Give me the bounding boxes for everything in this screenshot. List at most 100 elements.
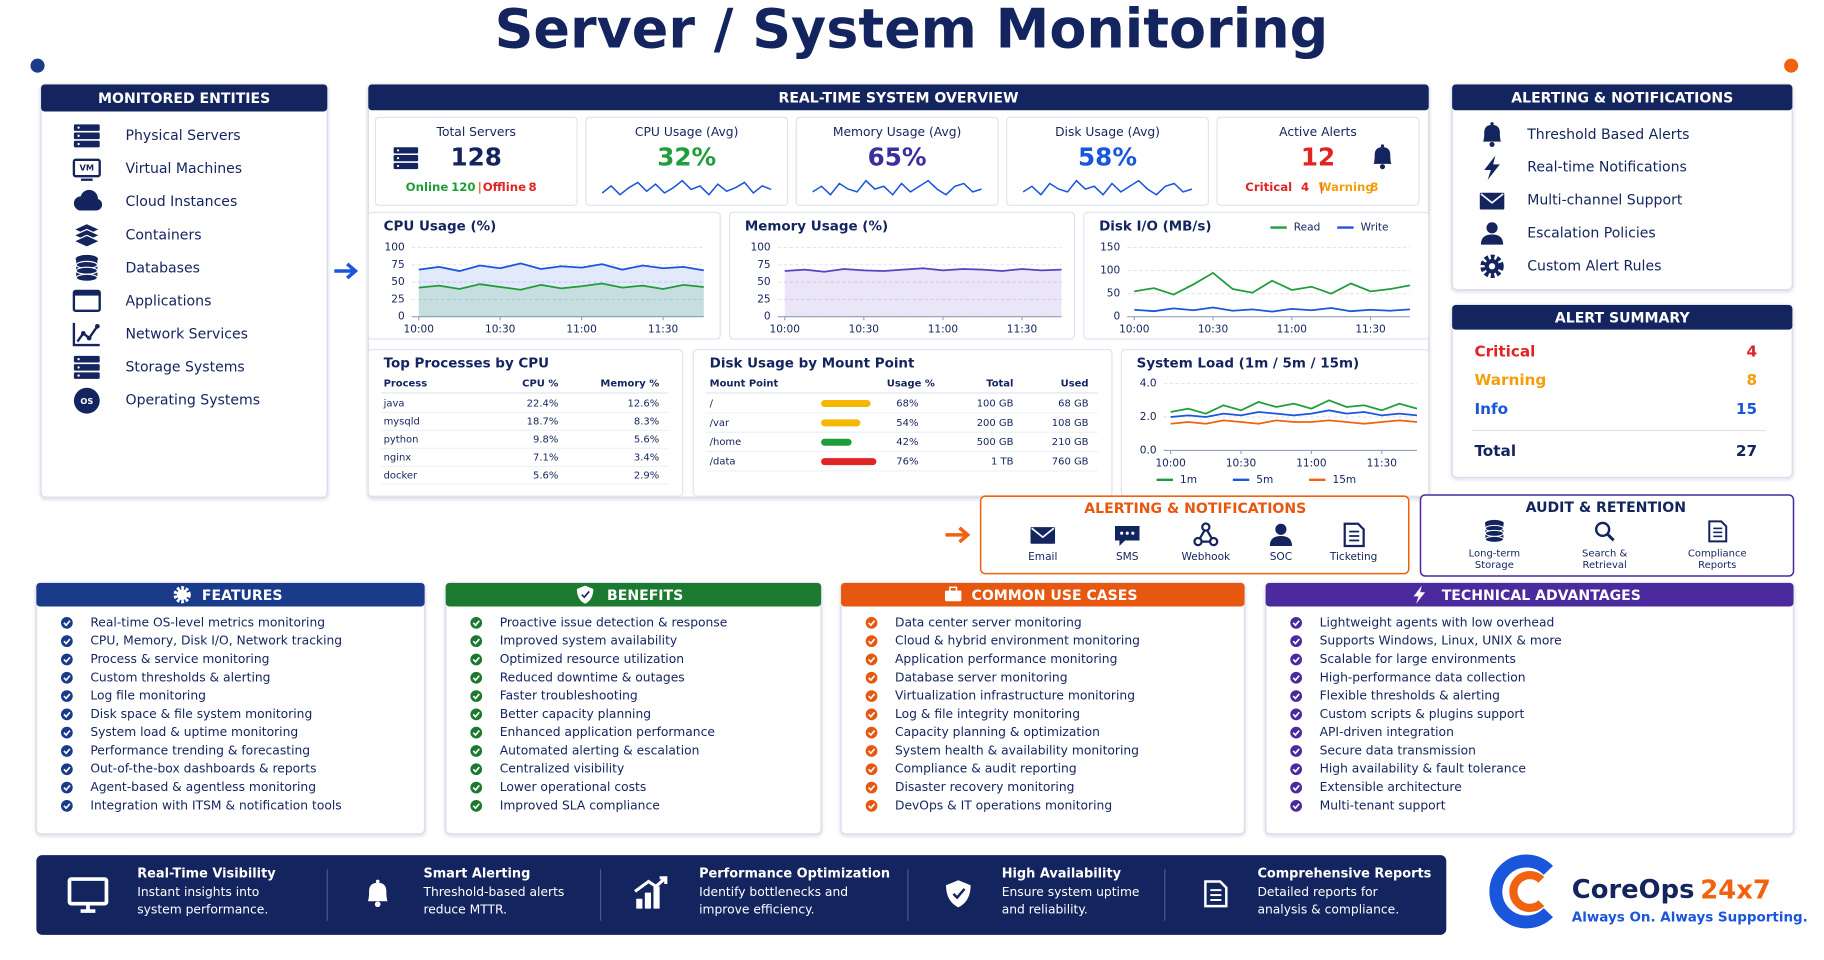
kpi-label: Active Alerts — [1279, 125, 1357, 139]
bullet — [470, 690, 483, 702]
panel-item: Scalable for large environments — [1320, 652, 1516, 666]
bullet — [60, 635, 73, 648]
bullet-check — [63, 693, 71, 700]
table-header: Process — [384, 379, 428, 390]
panel-item: Supports Windows, Linux, UNIX & more — [1320, 634, 1562, 648]
bullet-check — [472, 675, 480, 682]
bullet — [470, 799, 483, 812]
y-tick-label: 75 — [391, 259, 404, 271]
icon — [1480, 254, 1504, 278]
table-cell: /home — [710, 437, 742, 448]
bullet-check — [63, 730, 71, 737]
panel-item: Capacity planning & optimization — [895, 725, 1100, 739]
flow-arrow — [334, 262, 359, 280]
bullet-check — [868, 693, 876, 700]
table-cell: 42% — [896, 437, 918, 448]
bullet-check — [472, 711, 480, 718]
icon-part — [73, 140, 100, 148]
icon-part — [1031, 527, 1055, 539]
icon — [1708, 520, 1728, 543]
alerting-item: Real-time Notifications — [1527, 160, 1687, 176]
bullet-check — [868, 638, 876, 645]
alerting-item: Multi-channel Support — [1527, 193, 1683, 209]
bullet-check — [1292, 620, 1300, 627]
icon-part — [73, 372, 100, 379]
alerting-item: Escalation Policies — [1527, 225, 1656, 241]
summary-value: 27 — [1736, 442, 1757, 460]
table-cell: docker — [384, 470, 418, 481]
icon — [1594, 521, 1615, 542]
y-tick-label: 50 — [391, 276, 405, 288]
bullet-check — [1292, 711, 1300, 718]
entity-label: Virtual Machines — [126, 161, 243, 177]
bullet-check — [63, 784, 71, 792]
panel-item: Extensible architecture — [1320, 780, 1462, 794]
kpi-value: 65% — [868, 142, 927, 171]
panel-item: Integration with ITSM & notification too… — [90, 798, 341, 812]
bullet — [470, 635, 483, 648]
bullet — [470, 653, 483, 666]
bullet — [1290, 653, 1303, 666]
entity-label: Databases — [126, 260, 200, 276]
bullet-check — [472, 656, 480, 664]
bullet — [60, 726, 73, 739]
chart-title: CPU Usage (%) — [384, 218, 497, 234]
icon — [1483, 122, 1501, 147]
y-tick-label: 100 — [751, 242, 771, 254]
bullet — [60, 745, 73, 757]
panel-heading: MONITORED ENTITIES — [98, 91, 270, 107]
channels-heading: ALERTING & NOTIFICATIONS — [1084, 501, 1306, 517]
brand-tagline: Always On. Always Supporting. — [1572, 909, 1808, 925]
audit-label: Search & — [1582, 549, 1627, 560]
legend-label: 15m — [1333, 474, 1357, 486]
y-tick-label: 100 — [385, 242, 405, 254]
x-tick-label: 11:00 — [1296, 457, 1327, 469]
y-tick-label: 0.0 — [1140, 444, 1157, 456]
icon-badge: VM — [80, 162, 95, 172]
icon-part — [1204, 880, 1228, 908]
table-cell: java — [383, 399, 405, 410]
icon-part — [1490, 122, 1494, 126]
y-tick-label: 0 — [1113, 311, 1120, 323]
icon-part — [73, 290, 100, 296]
table-cell: 54% — [896, 418, 918, 429]
x-tick-label: 10:30 — [485, 324, 516, 336]
area — [784, 268, 1062, 317]
table-cell: 210 GB — [1052, 437, 1089, 448]
bullet — [470, 617, 483, 629]
table-header: Usage % — [887, 379, 935, 390]
icon-part — [1380, 144, 1385, 148]
legend-label: Write — [1361, 222, 1389, 234]
icon — [72, 322, 100, 347]
bullet-check — [63, 620, 71, 627]
icon-part — [1114, 525, 1140, 547]
x-tick-label: 10:00 — [404, 324, 435, 336]
icon-part — [944, 590, 962, 602]
panel-header — [1265, 582, 1794, 607]
table-cell: 68% — [896, 399, 918, 410]
bullet — [470, 745, 483, 757]
usage-bar — [821, 458, 877, 466]
icon-part — [1488, 263, 1496, 270]
panel-item: Performance trending & forecasting — [90, 743, 310, 757]
bullet — [865, 617, 878, 629]
panel-item: Optimized resource utilization — [500, 652, 684, 666]
panel-header — [1452, 84, 1793, 111]
table-cell: 12.6% — [628, 399, 660, 410]
x-tick-label: 11:00 — [566, 324, 597, 336]
bullet-check — [868, 675, 876, 682]
icon-part — [77, 366, 80, 369]
highlight-text: system performance. — [137, 903, 268, 917]
panel-item: Virtualization infrastructure monitoring — [895, 689, 1135, 703]
kpi-label: Disk Usage (Avg) — [1055, 125, 1160, 139]
y-tick-label: 0 — [398, 311, 405, 323]
panel-item: Centralized visibility — [500, 762, 625, 776]
bullet — [1290, 690, 1303, 702]
entity-label: Containers — [126, 227, 202, 243]
x-tick-label: 10:30 — [1198, 324, 1229, 336]
icon-part — [1131, 531, 1135, 535]
icon-part — [1413, 585, 1426, 604]
icon — [1343, 522, 1365, 548]
brand-name: CoreOps 24x7 — [1572, 875, 1771, 905]
highlight-title: Smart Alerting — [423, 866, 530, 881]
